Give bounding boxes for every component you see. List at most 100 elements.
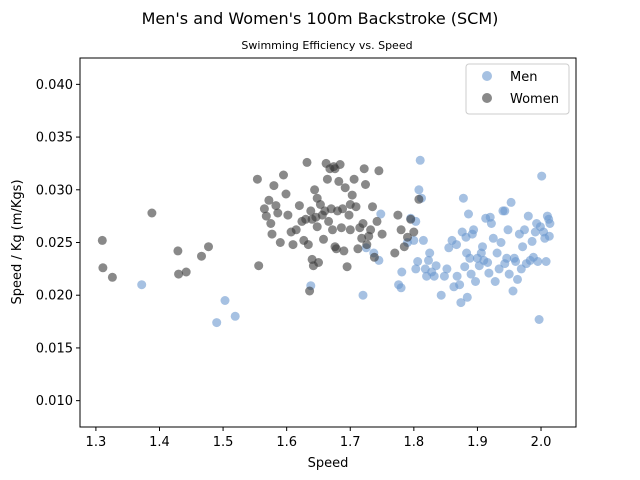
data-point-men: [494, 264, 504, 274]
data-point-women: [338, 204, 348, 214]
data-point-men: [456, 298, 466, 308]
points-layer: [97, 155, 555, 328]
data-point-men: [527, 236, 537, 246]
data-point-men: [424, 255, 433, 265]
data-point-men: [513, 274, 522, 284]
data-point-men: [460, 262, 470, 272]
data-point-women: [403, 232, 412, 242]
data-point-women: [353, 244, 363, 254]
data-point-women: [331, 244, 341, 254]
data-point-men: [462, 248, 472, 258]
data-point-men: [483, 258, 493, 267]
data-point-men: [413, 257, 423, 266]
data-point-men: [466, 269, 476, 279]
data-point-women: [301, 214, 311, 224]
data-point-men: [411, 264, 421, 274]
data-point-men: [376, 209, 386, 219]
data-point-women: [306, 206, 316, 216]
data-point-women: [390, 248, 400, 258]
data-point-women: [377, 229, 387, 239]
y-axis: 0.010 0.015 0.020 0.025 0.030 0.035 0.040: [36, 78, 80, 409]
data-point-men: [523, 211, 533, 221]
data-point-women: [344, 210, 354, 220]
data-point-women: [409, 227, 419, 237]
data-point-women: [336, 223, 346, 233]
data-point-women: [181, 267, 191, 277]
data-point-men: [486, 219, 496, 228]
data-point-women: [349, 174, 359, 184]
chart-title: Men's and Women's 100m Backstroke (SCM): [142, 9, 499, 28]
x-tick-label: 1.4: [149, 435, 170, 450]
data-point-women: [283, 210, 293, 220]
data-point-women: [345, 200, 355, 209]
data-point-women: [312, 193, 322, 203]
data-point-men: [508, 286, 518, 296]
data-point-women: [307, 214, 317, 224]
x-axis: 1.3 1.4 1.5 1.6 1.7 1.8 1.9 2.0: [86, 427, 551, 450]
data-point-women: [358, 219, 368, 228]
data-point-women: [273, 208, 283, 218]
data-point-men: [230, 311, 240, 321]
data-point-men: [511, 257, 521, 266]
data-point-women: [261, 211, 271, 221]
data-point-women: [362, 240, 372, 250]
data-point-men: [504, 269, 514, 279]
data-point-men: [490, 277, 500, 286]
data-point-men: [500, 206, 510, 216]
data-point-women: [328, 225, 337, 235]
data-point-women: [259, 204, 269, 214]
data-point-women: [269, 181, 279, 191]
data-point-women: [368, 202, 377, 212]
y-axis-label: Speed / Kg (m/Kgs): [10, 179, 25, 304]
data-point-men: [544, 231, 554, 241]
y-tick-label: 0.015: [36, 341, 73, 356]
data-point-women: [204, 242, 213, 252]
data-point-women: [305, 286, 315, 296]
data-point-men: [533, 257, 543, 266]
data-point-men: [397, 267, 407, 277]
legend-marker-women: [482, 93, 492, 103]
y-tick-label: 0.020: [36, 289, 73, 304]
data-point-women: [288, 240, 298, 250]
data-point-women: [294, 201, 304, 211]
data-point-women: [340, 183, 350, 193]
data-point-women: [275, 238, 285, 247]
y-tick-label: 0.010: [36, 394, 73, 409]
data-point-women: [310, 185, 320, 195]
data-point-men: [439, 271, 449, 281]
data-point-women: [281, 189, 291, 199]
data-point-men: [137, 280, 147, 290]
data-point-women: [312, 222, 322, 232]
chart-subtitle: Swimming Efficiency vs. Speed: [241, 39, 412, 52]
x-tick-label: 1.3: [86, 435, 107, 450]
data-point-men: [520, 225, 529, 235]
y-tick-label: 0.030: [36, 183, 73, 198]
data-point-men: [478, 242, 487, 252]
data-point-women: [330, 164, 340, 174]
legend-marker-men: [482, 71, 492, 81]
data-point-men: [469, 225, 479, 235]
data-point-women: [334, 176, 344, 186]
data-point-women: [254, 261, 264, 271]
data-point-women: [319, 234, 328, 244]
data-point-men: [414, 185, 424, 195]
data-point-women: [393, 210, 403, 220]
data-point-men: [415, 155, 425, 165]
data-point-women: [271, 201, 281, 211]
data-point-men: [444, 243, 454, 253]
legend-label-women: Women: [510, 92, 559, 107]
data-point-men: [545, 219, 555, 228]
data-point-women: [302, 157, 312, 167]
x-axis-label: Speed: [308, 456, 349, 471]
data-point-women: [197, 251, 206, 261]
data-point-men: [492, 248, 502, 258]
y-tick-label: 0.040: [36, 78, 73, 93]
data-point-women: [399, 242, 409, 252]
data-point-men: [396, 283, 406, 293]
data-point-men: [358, 290, 368, 300]
data-point-men: [418, 235, 428, 245]
data-point-men: [452, 240, 461, 250]
data-point-women: [372, 216, 382, 226]
data-point-women: [345, 225, 355, 235]
